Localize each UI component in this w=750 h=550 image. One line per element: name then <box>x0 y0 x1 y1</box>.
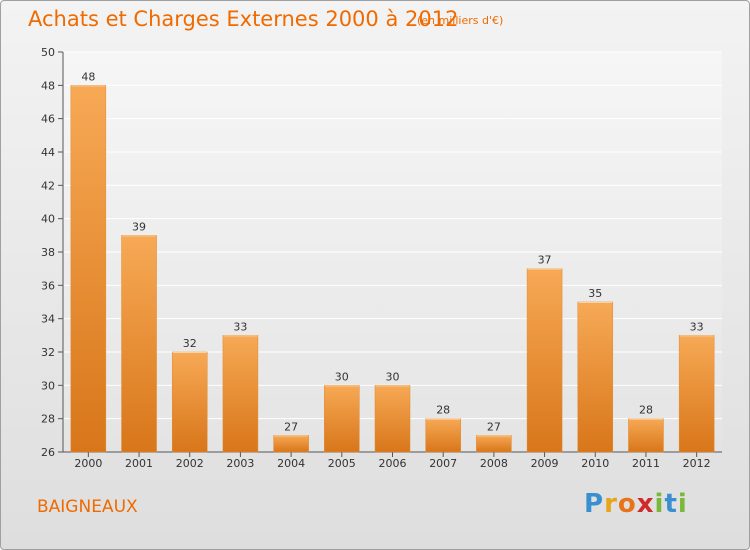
proxiti-logo: Proxiti <box>584 489 688 519</box>
y-tick-label: 50 <box>41 46 55 59</box>
y-tick-label: 42 <box>41 179 55 192</box>
y-tick-label: 40 <box>41 213 55 226</box>
y-tick-label: 28 <box>41 413 55 426</box>
logo-letter: o <box>617 489 637 519</box>
bar <box>374 385 411 453</box>
bar-value-label: 30 <box>335 370 349 383</box>
x-tick-label: 2000 <box>74 457 102 470</box>
bar-value-label: 27 <box>487 420 501 433</box>
bar-value-label: 39 <box>132 220 146 233</box>
x-tick-label: 2005 <box>328 457 356 470</box>
bar-value-label: 28 <box>639 404 653 417</box>
x-tick-label: 2001 <box>125 457 153 470</box>
y-tick-label: 34 <box>41 313 55 326</box>
y-tick-label: 44 <box>41 146 55 159</box>
bar-value-label: 32 <box>183 337 197 350</box>
logo-letter: P <box>584 489 605 519</box>
y-tick-label: 26 <box>41 446 55 459</box>
chart-title: Achats et Charges Externes 2000 à 2012 <box>28 7 459 31</box>
x-tick-label: 2002 <box>176 457 204 470</box>
logo-letter: i <box>654 489 665 519</box>
x-tick-label: 2006 <box>379 457 407 470</box>
x-tick-label: 2007 <box>429 457 457 470</box>
commune-name: BAIGNEAUX <box>37 497 138 517</box>
bar <box>121 235 157 453</box>
logo-letter: i <box>677 489 688 519</box>
logo-letter: t <box>664 489 678 519</box>
x-tick-label: 2004 <box>277 457 305 470</box>
y-tick-label: 48 <box>41 79 55 92</box>
logo-letter: x <box>636 489 655 519</box>
x-tick-label: 2012 <box>683 457 711 470</box>
y-tick-label: 32 <box>41 346 55 359</box>
bar <box>678 335 715 453</box>
bar <box>171 351 208 453</box>
bar-value-label: 27 <box>284 420 298 433</box>
bar-value-label: 33 <box>690 320 704 333</box>
bar <box>628 418 664 453</box>
x-tick-label: 2011 <box>632 457 660 470</box>
bar-value-label: 33 <box>233 320 247 333</box>
y-tick-label: 46 <box>41 113 55 126</box>
bar <box>222 335 259 453</box>
bar <box>526 268 563 453</box>
logo-letter: r <box>604 489 618 519</box>
bar <box>70 85 107 453</box>
bar-value-label: 30 <box>386 370 400 383</box>
x-tick-label: 2009 <box>531 457 559 470</box>
bar <box>577 301 614 453</box>
bar-value-label: 28 <box>436 404 450 417</box>
bar-value-label: 48 <box>81 70 95 83</box>
bar-value-label: 35 <box>588 287 602 300</box>
bar <box>476 435 512 453</box>
bar <box>273 435 309 453</box>
x-tick-label: 2003 <box>226 457 254 470</box>
bar <box>324 385 360 453</box>
x-tick-label: 2010 <box>581 457 609 470</box>
y-tick-label: 36 <box>41 279 55 292</box>
bar-value-label: 37 <box>538 254 552 267</box>
y-tick-label: 30 <box>41 379 55 392</box>
y-tick-label: 38 <box>41 246 55 259</box>
bar <box>425 418 461 453</box>
chart-subtitle: (en milliers d'€) <box>417 14 504 27</box>
x-tick-label: 2008 <box>480 457 508 470</box>
